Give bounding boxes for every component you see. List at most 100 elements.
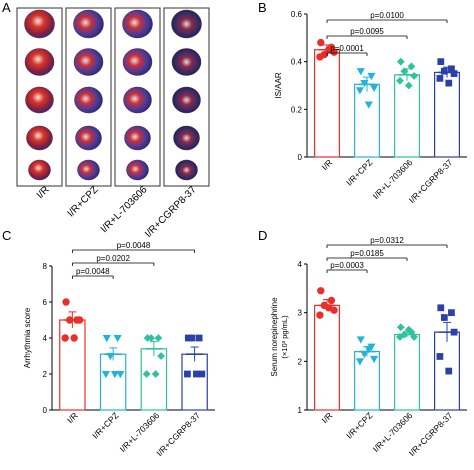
x-tick-label: I/R+L-703606 <box>118 410 162 454</box>
panel-label-b: B <box>258 0 267 15</box>
p-value-label: p=0.0202 <box>96 254 130 263</box>
x-tick-label: I/R+L-703606 <box>371 410 415 454</box>
data-point <box>440 67 448 75</box>
y-tick-label: 2 <box>43 370 48 379</box>
y-axis-label-units: (×10³ pg/mL) <box>280 315 289 359</box>
data-point <box>370 355 379 364</box>
data-point <box>364 346 373 354</box>
y-tick-label: 0.2 <box>291 105 303 114</box>
heart-slice <box>28 159 51 181</box>
data-point <box>396 76 404 85</box>
y-axis-label: Serum norepinephrine <box>270 297 279 377</box>
data-point <box>437 304 445 312</box>
x-tick-label: I/R+CPZ <box>90 410 120 440</box>
p-value-label: p=0.0048 <box>117 241 151 250</box>
data-point <box>445 367 453 375</box>
data-point <box>450 328 458 336</box>
bar <box>314 304 341 411</box>
x-tick-label: I/R <box>320 410 335 425</box>
data-point <box>316 53 324 61</box>
bar <box>354 83 381 158</box>
heart-slice <box>175 159 198 181</box>
panel-label-d: D <box>258 228 267 243</box>
chart-panel-c: 0 2 4 6 8 Arrhythmia score I/R I/R+CPZI/R+L-703… <box>23 241 215 458</box>
data-point <box>355 87 364 95</box>
y-tick-label: 0 <box>298 153 303 162</box>
slice-group-label: I/R+CPZ <box>66 184 101 219</box>
data-point <box>316 311 324 319</box>
y-tick-label: 3 <box>298 309 303 318</box>
data-point <box>61 334 69 342</box>
panel-label-a: A <box>2 0 11 15</box>
heart-slice <box>77 159 100 181</box>
heart-slice <box>24 48 55 76</box>
y-tick-label: 4 <box>298 260 303 269</box>
data-point <box>113 334 122 343</box>
data-point <box>436 74 444 82</box>
data-point <box>370 84 379 93</box>
bar <box>99 353 127 411</box>
data-point <box>436 353 444 360</box>
data-point <box>437 58 445 66</box>
data-point <box>62 298 70 306</box>
data-point <box>101 370 110 379</box>
bar <box>181 353 208 411</box>
bar <box>314 49 341 158</box>
data-point <box>325 304 333 312</box>
data-point <box>154 334 163 342</box>
data-point <box>360 80 369 88</box>
data-point <box>317 287 325 295</box>
y-tick-label: 0.4 <box>291 58 303 67</box>
p-value-label: p=0.0095 <box>350 27 384 36</box>
y-axis-label: Arrhythmia score <box>23 307 32 368</box>
p-value-label: p=0.0048 <box>76 267 110 276</box>
data-point <box>367 72 376 81</box>
heart-slice <box>75 125 102 151</box>
data-point <box>396 323 405 332</box>
data-point <box>142 370 151 378</box>
heart-slice <box>124 125 151 151</box>
heart-slice <box>173 125 200 151</box>
data-point <box>360 350 369 359</box>
p-value-label: p=0.0312 <box>370 236 404 245</box>
panel-label-c: C <box>2 228 11 243</box>
data-point <box>327 296 336 305</box>
heart-slice <box>171 9 202 39</box>
slice-group-label: I/R <box>35 184 52 201</box>
data-point <box>317 38 325 47</box>
data-point <box>198 370 206 378</box>
y-tick-label: 0.6 <box>291 10 303 19</box>
data-point <box>404 325 413 334</box>
p-value-label: p=0.0185 <box>350 249 384 258</box>
heart-slice <box>122 9 153 39</box>
x-tick-label: I/R <box>320 157 335 172</box>
data-point <box>195 334 203 342</box>
data-point <box>410 333 418 341</box>
data-point <box>407 62 416 71</box>
bar <box>394 333 421 411</box>
data-point <box>445 79 453 87</box>
heart-slice <box>74 86 103 114</box>
y-tick-label: 0 <box>43 406 48 415</box>
heart-slice <box>73 9 104 39</box>
y-axis-label: IS/AAR <box>274 72 283 98</box>
p-value-label: p=0.0003 <box>330 261 364 270</box>
x-tick-label: I/R+L-703606 <box>371 157 415 201</box>
y-tick-label: 2 <box>298 357 303 366</box>
data-point <box>184 370 191 378</box>
data-point <box>356 336 365 344</box>
data-point <box>356 68 365 76</box>
data-point <box>110 370 119 379</box>
data-point <box>102 334 111 343</box>
x-tick-label: I/R+CPZ <box>344 157 374 187</box>
y-tick-label: 4 <box>43 334 48 343</box>
data-point <box>404 81 413 90</box>
heart-slice <box>171 48 202 76</box>
heart-slice <box>123 86 152 114</box>
heart-slice <box>172 86 201 114</box>
x-tick-label: I/R+CPZ <box>344 410 374 440</box>
slice-group-label: I/R+L-703606 <box>99 184 150 235</box>
